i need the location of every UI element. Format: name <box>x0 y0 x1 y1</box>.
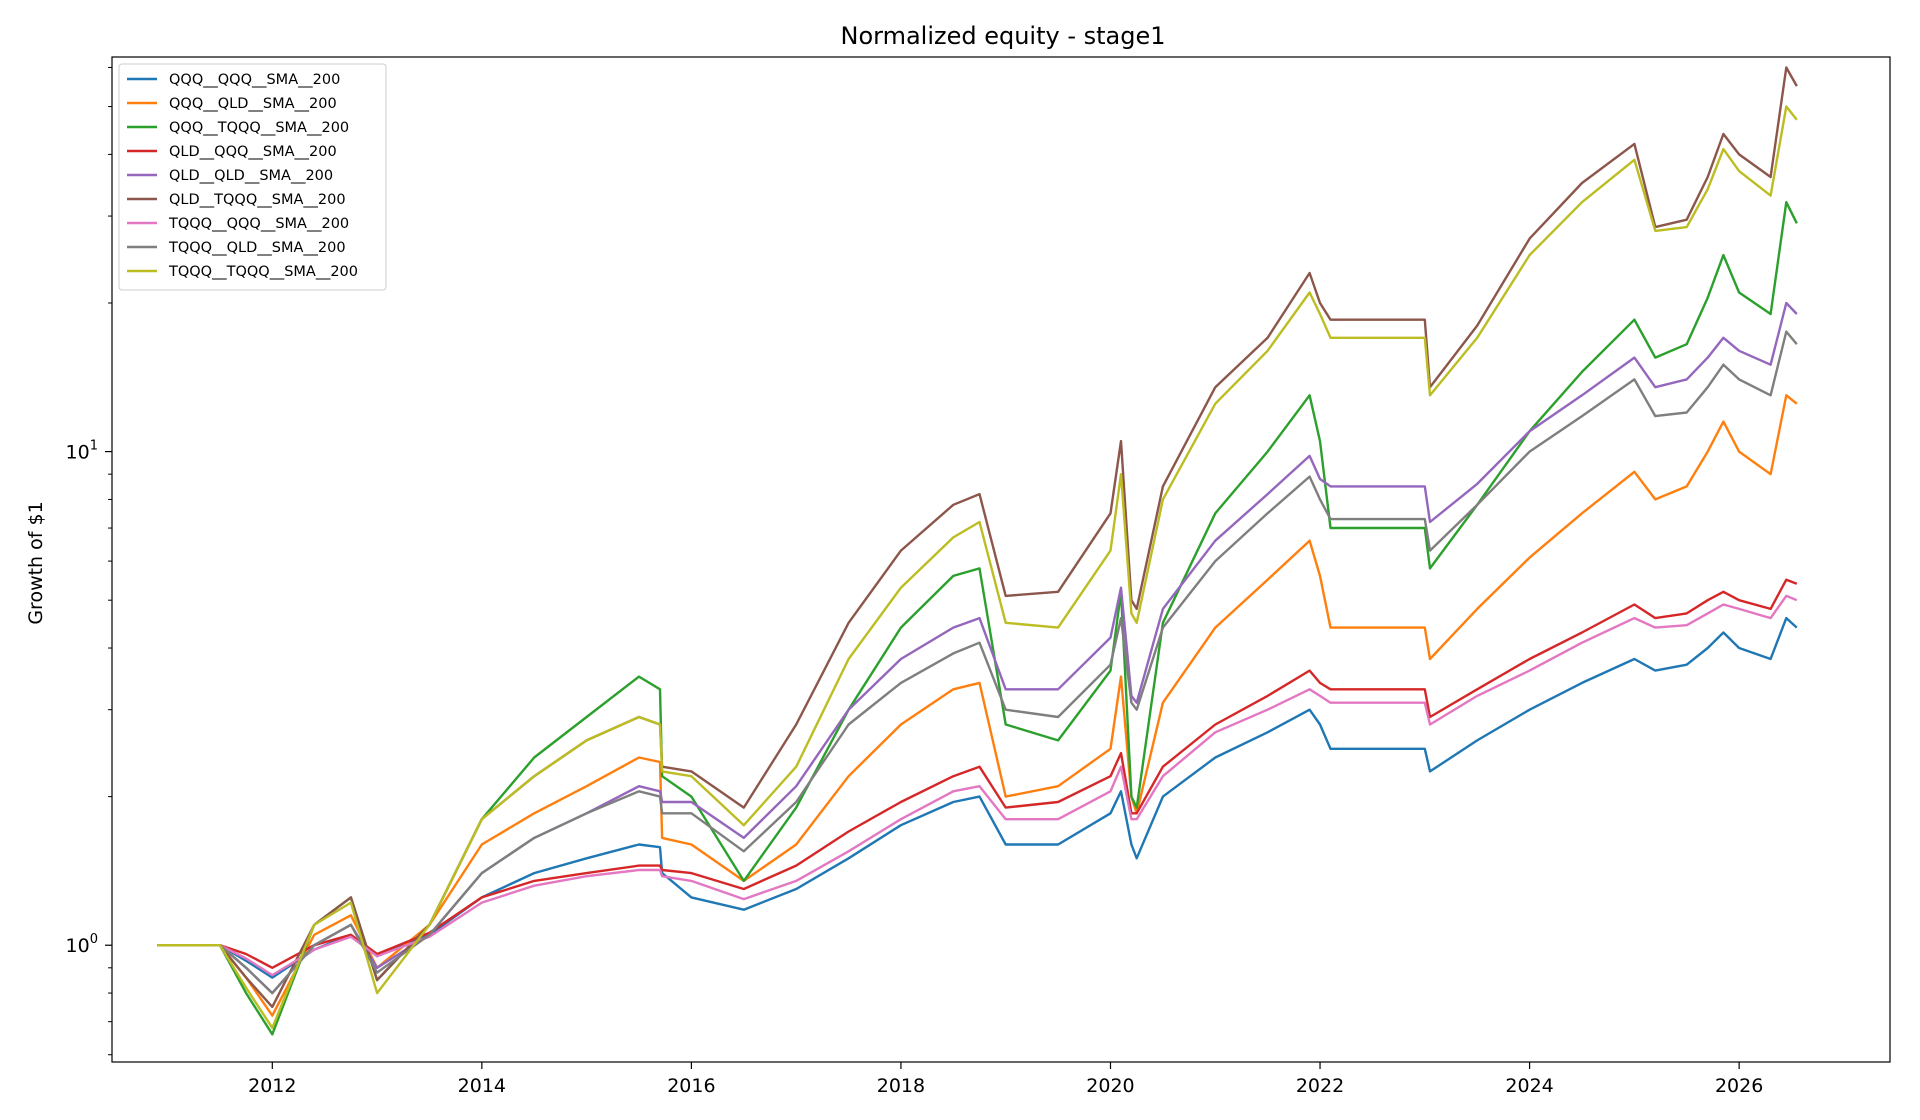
x-tick-label: 2020 <box>1086 1075 1134 1097</box>
series-line-2 <box>157 394 1798 1017</box>
x-axis: 2012 2014 2016 2018 2020 2022 2024 2026 <box>248 1062 1763 1097</box>
series-line-4 <box>157 578 1798 969</box>
legend-label: QQQ__QLD__SMA__200 <box>169 96 337 112</box>
x-tick-label: 2012 <box>248 1075 296 1097</box>
chart-title: Normalized equity - stage1 <box>840 22 1165 50</box>
legend-label: QQQ__TQQQ__SMA__200 <box>169 120 349 136</box>
x-tick-label: 2026 <box>1715 1075 1763 1097</box>
legend-box <box>118 63 387 291</box>
series-line-9 <box>157 105 1798 1030</box>
x-tick-label: 2018 <box>877 1075 925 1097</box>
legend-label: QQQ__QQQ__SMA__200 <box>169 72 340 88</box>
legend-label: QLD__QQQ__SMA__200 <box>169 144 337 160</box>
legend-label: TQQQ__QQQ__SMA__200 <box>168 216 349 232</box>
y-tick-label: 101 <box>66 439 98 464</box>
y-axis-label: Growth of $1 <box>25 501 47 624</box>
series-line-7 <box>157 594 1798 977</box>
y-axis: 100 101 <box>66 66 112 1056</box>
legend-label: QLD__TQQQ__SMA__200 <box>169 192 346 208</box>
x-tick-label: 2014 <box>458 1075 506 1097</box>
legend-label: TQQQ__TQQQ__SMA__200 <box>168 264 358 280</box>
y-tick-label: 100 <box>66 932 98 957</box>
series-line-8 <box>157 330 1798 995</box>
legend: QQQ__QQQ__SMA__200 QQQ__QLD__SMA__200 QQQ_… <box>118 63 387 291</box>
series-layer <box>157 66 1798 1036</box>
legend-label: TQQQ__QLD__SMA__200 <box>168 240 346 256</box>
x-tick-label: 2022 <box>1296 1075 1344 1097</box>
x-tick-label: 2024 <box>1505 1075 1553 1097</box>
plot-frame <box>111 56 1891 1063</box>
x-tick-label: 2016 <box>667 1075 715 1097</box>
legend-label: QLD__QLD__SMA__200 <box>169 168 333 184</box>
